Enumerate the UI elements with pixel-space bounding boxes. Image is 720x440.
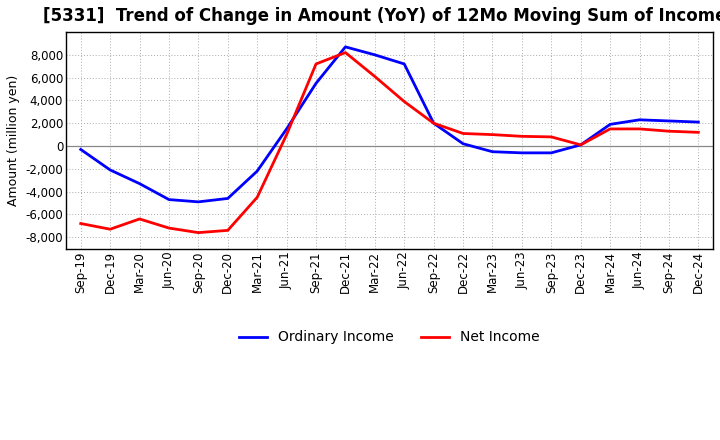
Line: Ordinary Income: Ordinary Income	[81, 47, 698, 202]
Y-axis label: Amount (million yen): Amount (million yen)	[7, 75, 20, 206]
Ordinary Income	[606, 122, 614, 127]
Ordinary Income	[341, 44, 350, 50]
Net Income	[665, 128, 673, 134]
Line: Net Income: Net Income	[81, 52, 698, 233]
Ordinary Income	[635, 117, 644, 122]
Ordinary Income	[459, 141, 467, 147]
Net Income	[606, 126, 614, 132]
Net Income	[400, 99, 408, 104]
Net Income	[312, 61, 320, 66]
Net Income	[341, 50, 350, 55]
Net Income	[488, 132, 497, 137]
Ordinary Income	[577, 142, 585, 147]
Net Income	[694, 130, 703, 135]
Net Income	[577, 142, 585, 147]
Net Income	[165, 225, 174, 231]
Ordinary Income	[312, 81, 320, 86]
Ordinary Income	[253, 169, 261, 174]
Title: [5331]  Trend of Change in Amount (YoY) of 12Mo Moving Sum of Incomes: [5331] Trend of Change in Amount (YoY) o…	[43, 7, 720, 25]
Ordinary Income	[547, 150, 556, 155]
Ordinary Income	[694, 119, 703, 125]
Net Income	[106, 227, 114, 232]
Net Income	[282, 132, 291, 137]
Ordinary Income	[76, 147, 85, 152]
Net Income	[371, 74, 379, 79]
Net Income	[547, 134, 556, 139]
Ordinary Income	[165, 197, 174, 202]
Ordinary Income	[429, 121, 438, 126]
Ordinary Income	[400, 61, 408, 66]
Ordinary Income	[371, 52, 379, 58]
Ordinary Income	[665, 118, 673, 124]
Ordinary Income	[106, 167, 114, 172]
Ordinary Income	[223, 196, 232, 201]
Legend: Ordinary Income, Net Income: Ordinary Income, Net Income	[233, 325, 546, 350]
Net Income	[223, 228, 232, 233]
Net Income	[194, 230, 203, 235]
Net Income	[429, 121, 438, 126]
Ordinary Income	[518, 150, 526, 155]
Ordinary Income	[488, 149, 497, 154]
Ordinary Income	[194, 199, 203, 205]
Net Income	[135, 216, 144, 222]
Net Income	[76, 221, 85, 226]
Net Income	[459, 131, 467, 136]
Ordinary Income	[282, 126, 291, 132]
Net Income	[518, 134, 526, 139]
Ordinary Income	[135, 181, 144, 186]
Net Income	[635, 126, 644, 132]
Net Income	[253, 194, 261, 200]
